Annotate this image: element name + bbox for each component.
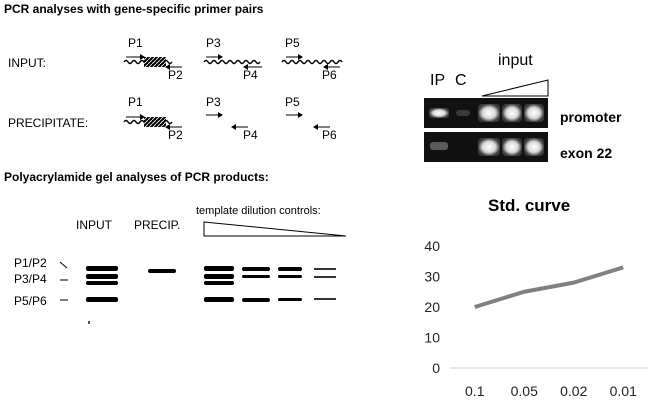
- panel-a-title: PCR analyses with gene-specific primer p…: [4, 2, 264, 16]
- x-tick-label: 0.01: [610, 383, 637, 399]
- y-tick-label: 20: [424, 299, 440, 315]
- lane-label-input: INPUT: [76, 218, 112, 232]
- primer-label: P2: [168, 68, 183, 82]
- y-tick-label: 10: [424, 330, 440, 346]
- x-tick-label: 0.02: [560, 383, 587, 399]
- lane-label-precip: PRECIP.: [134, 218, 181, 232]
- primer-label: P1: [128, 36, 143, 50]
- gel-lane-label-input: input: [498, 52, 533, 69]
- primer-label: P3: [206, 95, 221, 109]
- x-tick-label: 0.1: [465, 383, 485, 399]
- chart-title: Std. curve: [488, 196, 571, 215]
- y-tick-label: 40: [424, 238, 440, 254]
- input-dna-p1p2: [123, 54, 182, 70]
- precip-primers-p3p4: [206, 112, 248, 130]
- gel-row-label-promoter: promoter: [560, 109, 622, 125]
- lane-label-controls: template dilution controls:: [196, 205, 321, 217]
- precip-dna-p1p2: [123, 114, 182, 130]
- pcr-schematic: [123, 54, 343, 130]
- primer-label: P6: [322, 128, 337, 142]
- precip-primers-p5p6: [286, 112, 330, 130]
- agarose-gel-image: [424, 79, 549, 162]
- series-line: [474, 265, 624, 309]
- primer-label: P4: [243, 128, 258, 142]
- input-dna-p3p4: [203, 54, 262, 70]
- primer-label: P2: [168, 128, 183, 142]
- precipitate-row-label: PRECIPITATE:: [8, 116, 89, 130]
- y-tick-label: 30: [424, 269, 440, 285]
- x-tick-label: 0.05: [511, 383, 538, 399]
- gel-row-label-exon22: exon 22: [560, 145, 613, 161]
- input-row-label: INPUT:: [8, 56, 47, 70]
- band-label-p1p2: P1/P2: [14, 256, 47, 270]
- polyacrylamide-gel: [59, 221, 347, 324]
- gel-lane-label-ip: IP: [430, 72, 446, 89]
- panel-b-title: Polyacrylamide gel analyses of PCR produ…: [4, 170, 269, 184]
- primer-label: P3: [206, 36, 221, 50]
- std-curve-chart: 0 10 20 30 40 0.1 0.05 0.02 0.01: [424, 238, 648, 399]
- band-label-p5p6: P5/P6: [14, 294, 47, 308]
- primer-label: P5: [285, 36, 300, 50]
- y-tick-label: 0: [432, 360, 440, 376]
- input-dna-p5p6: [281, 54, 343, 70]
- primer-label: P5: [285, 95, 300, 109]
- primer-label: P6: [322, 68, 337, 82]
- gel-lane-label-c: C: [455, 72, 467, 89]
- primer-label: P1: [128, 95, 143, 109]
- band-label-p3p4: P3/P4: [14, 272, 47, 286]
- primer-label: P4: [243, 68, 258, 82]
